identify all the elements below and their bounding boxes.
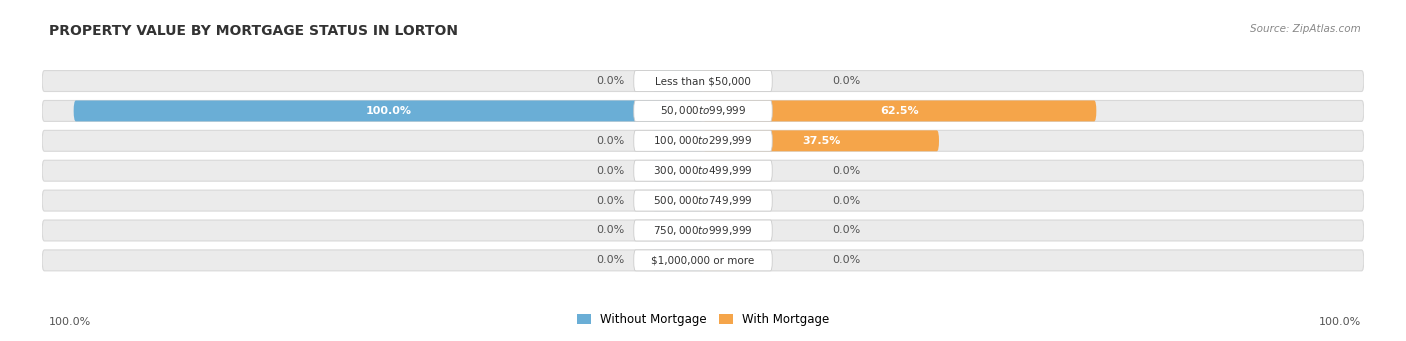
FancyBboxPatch shape: [703, 250, 754, 271]
Text: 37.5%: 37.5%: [801, 136, 841, 146]
FancyBboxPatch shape: [652, 71, 703, 91]
FancyBboxPatch shape: [634, 160, 772, 181]
Text: 0.0%: 0.0%: [832, 225, 860, 236]
Text: 0.0%: 0.0%: [596, 166, 624, 176]
Text: $750,000 to $999,999: $750,000 to $999,999: [654, 224, 752, 237]
Text: 0.0%: 0.0%: [832, 166, 860, 176]
Text: 0.0%: 0.0%: [596, 255, 624, 265]
Text: 0.0%: 0.0%: [596, 136, 624, 146]
FancyBboxPatch shape: [42, 220, 1364, 241]
Text: $50,000 to $99,999: $50,000 to $99,999: [659, 104, 747, 117]
FancyBboxPatch shape: [652, 190, 703, 211]
FancyBboxPatch shape: [703, 101, 1097, 121]
Text: Less than $50,000: Less than $50,000: [655, 76, 751, 86]
Text: 0.0%: 0.0%: [596, 76, 624, 86]
FancyBboxPatch shape: [73, 101, 703, 121]
Text: 0.0%: 0.0%: [832, 76, 860, 86]
FancyBboxPatch shape: [42, 190, 1364, 211]
FancyBboxPatch shape: [634, 130, 772, 151]
FancyBboxPatch shape: [652, 160, 703, 181]
FancyBboxPatch shape: [634, 220, 772, 241]
Text: $300,000 to $499,999: $300,000 to $499,999: [654, 164, 752, 177]
FancyBboxPatch shape: [634, 190, 772, 211]
FancyBboxPatch shape: [42, 71, 1364, 91]
Text: PROPERTY VALUE BY MORTGAGE STATUS IN LORTON: PROPERTY VALUE BY MORTGAGE STATUS IN LOR…: [49, 24, 458, 38]
FancyBboxPatch shape: [703, 160, 754, 181]
Text: $500,000 to $749,999: $500,000 to $749,999: [654, 194, 752, 207]
FancyBboxPatch shape: [652, 220, 703, 241]
Text: 100.0%: 100.0%: [49, 317, 91, 327]
FancyBboxPatch shape: [703, 190, 754, 211]
FancyBboxPatch shape: [42, 160, 1364, 181]
Text: 0.0%: 0.0%: [832, 196, 860, 206]
FancyBboxPatch shape: [703, 71, 754, 91]
FancyBboxPatch shape: [42, 250, 1364, 271]
Text: $100,000 to $299,999: $100,000 to $299,999: [654, 134, 752, 147]
FancyBboxPatch shape: [634, 250, 772, 271]
FancyBboxPatch shape: [652, 250, 703, 271]
FancyBboxPatch shape: [42, 130, 1364, 151]
Legend: Without Mortgage, With Mortgage: Without Mortgage, With Mortgage: [572, 309, 834, 331]
FancyBboxPatch shape: [634, 101, 772, 121]
FancyBboxPatch shape: [703, 220, 754, 241]
Text: 62.5%: 62.5%: [880, 106, 920, 116]
Text: 100.0%: 100.0%: [366, 106, 412, 116]
Text: $1,000,000 or more: $1,000,000 or more: [651, 255, 755, 265]
FancyBboxPatch shape: [634, 71, 772, 91]
FancyBboxPatch shape: [42, 101, 1364, 121]
Text: Source: ZipAtlas.com: Source: ZipAtlas.com: [1250, 24, 1361, 34]
Text: 0.0%: 0.0%: [596, 196, 624, 206]
FancyBboxPatch shape: [703, 130, 939, 151]
Text: 100.0%: 100.0%: [1319, 317, 1361, 327]
Text: 0.0%: 0.0%: [832, 255, 860, 265]
FancyBboxPatch shape: [652, 130, 703, 151]
Text: 0.0%: 0.0%: [596, 225, 624, 236]
